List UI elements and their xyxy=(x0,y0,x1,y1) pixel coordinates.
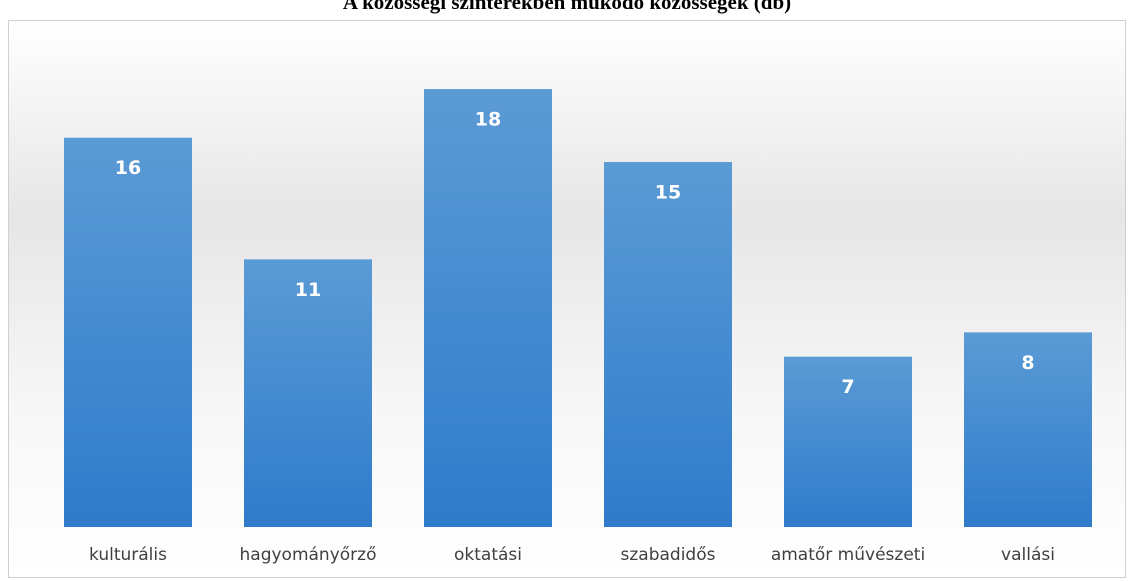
x-tick-label: szabadidős xyxy=(621,545,716,565)
bar xyxy=(964,332,1092,527)
x-tick-label: oktatási xyxy=(454,545,522,565)
chart-title: A közösségi színterekben működő közösség… xyxy=(343,0,791,14)
value-label: 8 xyxy=(1021,352,1034,374)
bar xyxy=(64,137,192,527)
x-tick-label: vallási xyxy=(1001,545,1055,565)
chart-frame xyxy=(8,20,1126,578)
value-label: 7 xyxy=(841,376,854,398)
bar xyxy=(784,356,912,527)
value-label: 11 xyxy=(295,279,321,301)
x-tick-label: kulturális xyxy=(89,545,167,565)
value-label: 18 xyxy=(475,109,501,131)
value-label: 15 xyxy=(655,182,681,204)
bar xyxy=(424,89,552,527)
value-label: 16 xyxy=(115,157,141,179)
x-tick-label: hagyományőrző xyxy=(240,545,377,565)
x-tick-label: amatőr művészeti xyxy=(771,545,925,565)
bar xyxy=(604,162,732,528)
bar xyxy=(244,259,372,527)
